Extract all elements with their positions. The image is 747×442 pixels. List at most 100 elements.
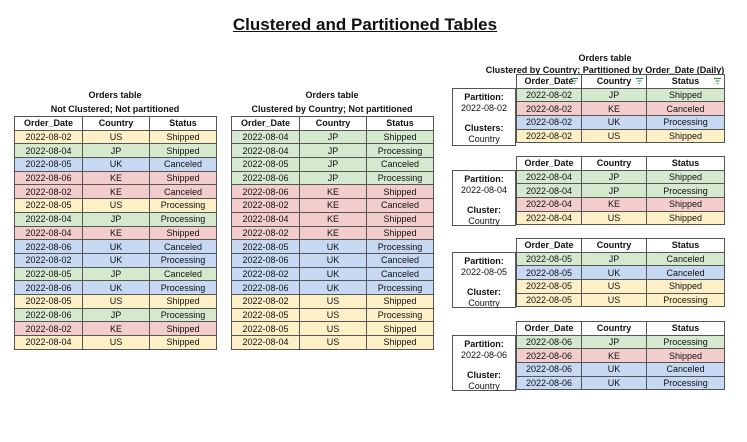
column-header-status: Status <box>366 116 434 131</box>
order-date-cell: 2022-08-02 <box>14 321 83 336</box>
table-row: 2022-08-05 JP Canceled <box>231 157 434 172</box>
status-cell: Shipped <box>646 279 725 294</box>
status-cell: Canceled <box>646 251 725 267</box>
country-cell: UK <box>299 280 367 295</box>
column-header-order-date: Order_Date <box>516 321 582 336</box>
country-cell: UK <box>82 280 150 295</box>
page-title: Clustered and Partitioned Tables <box>232 15 498 34</box>
table-row: 2022-08-04 KE Shipped <box>516 197 725 212</box>
column-header-status: Status <box>149 116 217 131</box>
table-row: 2022-08-05 US Processing <box>516 292 725 308</box>
status-cell: Canceled <box>149 266 217 282</box>
status-cell: Shipped <box>366 293 434 309</box>
country-cell: UK <box>581 362 647 377</box>
table-row: 2022-08-04 JP Shipped <box>14 143 217 159</box>
table-row: 2022-08-02 KE Canceled <box>14 184 217 200</box>
status-cell: Shipped <box>646 87 725 103</box>
table-row: 2022-08-06 UK Processing <box>14 280 217 295</box>
partition-label: Partition: <box>464 256 504 266</box>
order-date-cell: 2022-08-02 <box>516 128 582 144</box>
column-header-country: Country <box>581 156 647 171</box>
cluster-value: Country <box>468 298 500 308</box>
partition-value: 2022-08-04 <box>460 185 508 195</box>
country-cell: JP <box>82 211 150 227</box>
table-row: 2022-08-06 UK Canceled <box>516 362 725 377</box>
order-date-cell: 2022-08-05 <box>14 293 83 309</box>
order-date-cell: 2022-08-06 <box>231 252 300 268</box>
order-date-cell: 2022-08-06 <box>14 239 83 254</box>
table-row: 2022-08-06 KE Shipped <box>516 348 725 364</box>
order-date-cell: 2022-08-02 <box>14 252 83 268</box>
order-date-cell: 2022-08-02 <box>516 87 582 103</box>
order-date-cell: 2022-08-06 <box>231 170 300 186</box>
country-cell: KE <box>299 225 367 241</box>
table-row: 2022-08-02 US Shipped <box>516 128 725 144</box>
order-date-cell: 2022-08-05 <box>231 157 300 172</box>
table-row: 2022-08-06 UK Processing <box>516 375 725 391</box>
country-cell: KE <box>82 225 150 241</box>
status-cell: Shipped <box>149 293 217 309</box>
table-row: 2022-08-06 JP Processing <box>231 170 434 186</box>
table-row: 2022-08-04 US Shipped <box>516 210 725 226</box>
table-row: 2022-08-02 UK Canceled <box>231 266 434 282</box>
order-date-cell: 2022-08-05 <box>14 157 83 172</box>
table-row: 2022-08-05 US Processing <box>14 198 217 213</box>
order-date-cell: 2022-08-06 <box>516 348 582 364</box>
cluster-value: Country <box>468 381 500 391</box>
order-date-cell: 2022-08-04 <box>231 211 300 227</box>
table-header-row: Order_Date Country Status <box>14 116 217 131</box>
status-cell: Canceled <box>366 252 434 268</box>
order-date-cell: 2022-08-02 <box>14 184 83 200</box>
table-row: 2022-08-06 UK Canceled <box>231 252 434 268</box>
table-row: 2022-08-02 UK Processing <box>14 252 217 268</box>
table-row: 2022-08-02 KE Canceled <box>516 101 725 117</box>
status-cell: Shipped <box>366 211 434 227</box>
filter-icon[interactable] <box>571 78 578 84</box>
table-header-row: Order_Date Country Status <box>516 74 725 89</box>
country-cell: UK <box>299 239 367 254</box>
table-row: 2022-08-04 KE Shipped <box>14 225 217 241</box>
table-row: 2022-08-06 UK Processing <box>231 280 434 295</box>
order-date-cell: 2022-08-05 <box>14 198 83 213</box>
country-cell: JP <box>299 157 367 172</box>
table-header-row: Order_Date Country Status <box>516 156 725 171</box>
table-row: 2022-08-06 KE Shipped <box>14 170 217 186</box>
status-cell: Shipped <box>366 129 434 145</box>
partition-label-box: Partition: 2022-08-04 Cluster: Country <box>452 170 516 226</box>
partition-label-box: Partition: 2022-08-06 Cluster: Country <box>452 335 516 391</box>
table-row: 2022-08-06 UK Canceled <box>14 239 217 254</box>
column-header-country: Country <box>82 116 150 131</box>
country-cell: US <box>82 198 150 213</box>
order-date-cell: 2022-08-04 <box>231 335 300 350</box>
table1-caption-line2: Not Clustered; Not partitioned <box>50 104 180 114</box>
order-date-cell: 2022-08-05 <box>231 239 300 254</box>
filter-icon[interactable] <box>636 78 643 84</box>
column-header-status[interactable]: Status <box>646 74 725 89</box>
partition-value: 2022-08-05 <box>460 267 508 277</box>
partition-table: Order_Date Country Status 2022-08-05 JP Ca… <box>516 238 725 308</box>
order-date-cell: 2022-08-04 <box>14 335 83 350</box>
country-cell: US <box>581 292 647 308</box>
column-header-order-date[interactable]: Order_Date <box>516 74 582 89</box>
table-row: 2022-08-06 JP Processing <box>516 334 725 350</box>
status-cell: Canceled <box>366 198 434 213</box>
table-row: 2022-08-02 KE Canceled <box>231 198 434 213</box>
order-date-cell: 2022-08-04 <box>231 129 300 145</box>
column-header-order-date: Order_Date <box>516 156 582 171</box>
status-cell: Processing <box>149 280 217 295</box>
order-date-cell: 2022-08-04 <box>231 143 300 159</box>
column-header-order-date: Order_Date <box>231 116 300 131</box>
status-cell: Processing <box>149 252 217 268</box>
status-cell: Canceled <box>646 362 725 377</box>
table-row: 2022-08-05 JP Canceled <box>14 266 217 282</box>
country-cell: JP <box>299 170 367 186</box>
order-date-cell: 2022-08-06 <box>516 334 582 350</box>
country-cell: UK <box>82 252 150 268</box>
table-row: 2022-08-05 US Shipped <box>231 321 434 336</box>
filter-icon[interactable] <box>714 78 721 84</box>
column-header-country[interactable]: Country <box>581 74 647 89</box>
country-cell: UK <box>581 375 647 391</box>
partition-value: 2022-08-02 <box>460 103 508 113</box>
country-cell: KE <box>581 197 647 212</box>
table3-caption-line2: Clustered by Country; Partitioned by Ord… <box>485 65 725 75</box>
